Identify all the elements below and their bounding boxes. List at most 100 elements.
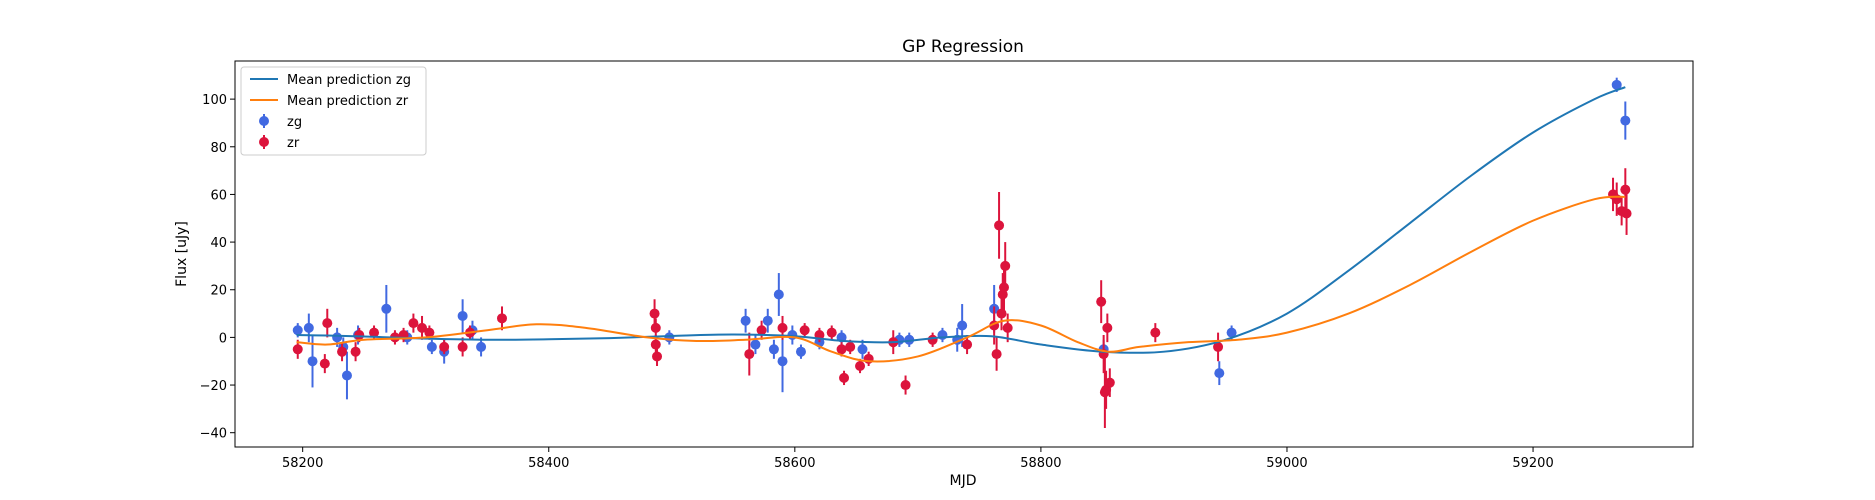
mean-prediction-zg-line <box>296 86 1626 354</box>
legend-zg-label: zg <box>287 115 302 130</box>
zr-point <box>756 325 767 336</box>
legend-zr-label: zr <box>287 136 300 151</box>
legend-box <box>240 66 427 156</box>
y-tick-label: 0 <box>219 331 227 346</box>
zr-point <box>354 330 365 341</box>
zg-point <box>773 289 784 300</box>
zr-point <box>650 322 661 333</box>
zr-point <box>1102 322 1113 333</box>
zg-point <box>426 341 437 352</box>
zg-point <box>381 303 392 314</box>
zg-point <box>1226 327 1237 338</box>
zr-point <box>845 341 856 352</box>
zg-point <box>476 341 487 352</box>
zr-point <box>777 322 788 333</box>
zr-point <box>826 327 837 338</box>
zr-point <box>649 308 660 319</box>
zr-point <box>836 344 847 355</box>
x-tick-label: 58800 <box>1020 456 1061 471</box>
zg-point <box>957 320 968 331</box>
zg-point <box>1620 115 1631 126</box>
zr-point <box>1000 260 1011 271</box>
y-tick-label: 20 <box>210 284 227 299</box>
series-zr <box>292 168 1632 428</box>
zr-point <box>350 346 361 357</box>
zr-point <box>319 358 330 369</box>
y-axis-label: Flux [uJy] <box>174 221 190 287</box>
zr-point <box>1150 327 1161 338</box>
zg-point <box>768 344 779 355</box>
plot-area <box>292 77 1632 428</box>
chart-title: GP Regression <box>902 37 1024 57</box>
zr-point <box>998 282 1009 293</box>
zr-point <box>652 351 663 362</box>
zr-point <box>292 344 303 355</box>
zr-point <box>1104 377 1115 388</box>
zr-point <box>1620 184 1631 195</box>
y-tick-label: 80 <box>210 141 227 156</box>
zr-point <box>424 327 435 338</box>
zr-point <box>496 313 507 324</box>
zg-point <box>750 339 761 350</box>
x-tick-label: 58200 <box>282 456 323 471</box>
zr-point <box>744 349 755 360</box>
legend-zg-swatch <box>259 116 269 126</box>
zg-point <box>857 344 868 355</box>
zr-point <box>439 341 450 352</box>
x-axis-label: MJD <box>950 473 977 489</box>
zg-point <box>740 315 751 326</box>
y-tick-label: −20 <box>200 379 227 394</box>
zr-point <box>1096 296 1107 307</box>
series-zg <box>292 77 1631 400</box>
zr-point <box>457 341 468 352</box>
zr-point <box>408 318 419 329</box>
zr-point <box>991 349 1002 360</box>
y-tick-label: 60 <box>210 188 227 203</box>
zr-point <box>799 325 810 336</box>
zg-point <box>303 322 314 333</box>
zg-point <box>457 310 468 321</box>
zg-point <box>664 332 675 343</box>
zr-point <box>855 360 866 371</box>
zr-point <box>322 318 333 329</box>
x-tick-label: 58600 <box>774 456 815 471</box>
zr-point <box>1002 322 1013 333</box>
zr-point <box>994 220 1005 231</box>
x-tick-label: 59200 <box>1512 456 1553 471</box>
zg-point <box>777 356 788 367</box>
y-axis: −40 −20 0 20 40 60 80 100 <box>200 93 235 442</box>
zr-point <box>417 322 428 333</box>
x-axis: 58200 58400 58600 58800 59000 59200 <box>282 447 1554 471</box>
y-tick-label: 40 <box>210 236 227 251</box>
zr-point <box>1611 194 1622 205</box>
x-tick-label: 59000 <box>1266 456 1307 471</box>
zg-point <box>762 315 773 326</box>
plot-content <box>292 77 1632 428</box>
zg-point <box>292 325 303 336</box>
legend-mean-prediction-zr-label: Mean prediction zr <box>287 94 409 109</box>
zr-point <box>900 380 911 391</box>
zr-point <box>1621 208 1632 219</box>
zg-point <box>1611 79 1622 90</box>
zg-point <box>795 346 806 357</box>
axes-frame <box>234 60 1694 448</box>
zr-point <box>337 346 348 357</box>
mean-prediction-zr-line <box>296 195 1626 363</box>
legend: Mean prediction zg Mean prediction zr zg zr <box>240 66 427 156</box>
zg-point <box>332 332 343 343</box>
zr-point <box>650 339 661 350</box>
zg-point <box>904 334 915 345</box>
x-tick-label: 58400 <box>528 456 569 471</box>
legend-mean-prediction-zg-label: Mean prediction zg <box>287 73 411 88</box>
zr-point <box>962 339 973 350</box>
zr-point <box>927 334 938 345</box>
zr-point <box>996 308 1007 319</box>
legend-zr-swatch <box>259 137 269 147</box>
zr-point <box>839 372 850 383</box>
zg-point <box>307 356 318 367</box>
zr-point <box>369 327 380 338</box>
y-tick-label: 100 <box>202 93 227 108</box>
zg-point <box>341 370 352 381</box>
zr-point <box>1213 341 1224 352</box>
